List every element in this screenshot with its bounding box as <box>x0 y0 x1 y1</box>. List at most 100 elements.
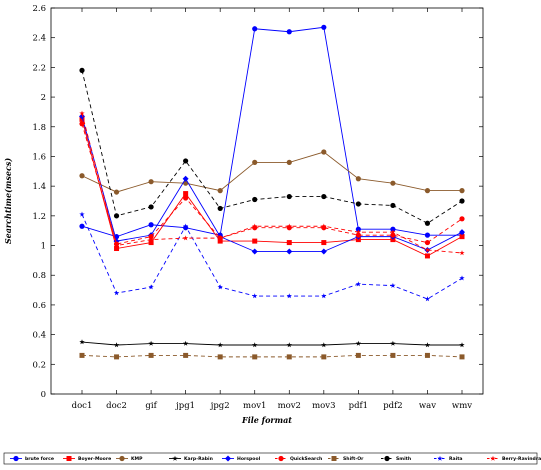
y-tick-label: 2.6 <box>32 4 46 14</box>
x-tick-label: pdf2 <box>383 401 402 411</box>
data-point-smith <box>390 202 396 209</box>
data-point-smith <box>252 196 258 203</box>
data-point-boyer-moore <box>459 234 465 240</box>
data-point-quicksearch <box>390 232 396 238</box>
data-point-berry-ravindran <box>424 247 431 253</box>
data-point-raita <box>252 293 258 299</box>
legend-swatch-marker <box>13 455 19 462</box>
data-point-karp-rabin <box>390 340 396 346</box>
series-raita <box>79 211 465 302</box>
data-point-quicksearch <box>148 234 154 240</box>
data-point-shift-or <box>114 354 120 360</box>
y-tick-label: 0.2 <box>32 360 46 370</box>
data-point-shift-or <box>355 352 361 358</box>
x-tick-label: doc2 <box>106 401 127 411</box>
x-tick-label: pdf1 <box>349 401 368 411</box>
y-axis-ticks: 0 0.2 0.4 0.6 0.8 1 1.2 1.4 1.6 1.8 2 2.2 2.4 2.6 <box>32 4 483 400</box>
data-point-kmp <box>79 173 85 179</box>
y-tick-label: 0.4 <box>32 331 46 341</box>
x-tick-label: mov1 <box>243 401 266 411</box>
series-brute-force <box>79 24 465 240</box>
data-point-shift-or <box>252 354 258 360</box>
data-point-berry-ravindran <box>321 223 327 229</box>
data-point-shift-or <box>79 352 85 358</box>
data-point-quicksearch <box>79 121 85 127</box>
data-point-raita <box>321 293 327 299</box>
legend-label: Raita <box>449 456 463 462</box>
y-axis-label: Searchtime(msecs) <box>3 158 13 244</box>
legend-label: Horspool <box>237 456 261 462</box>
data-point-smith <box>286 193 292 200</box>
y-tick-label: 1.6 <box>32 152 46 162</box>
legend-swatch-marker <box>172 455 178 461</box>
data-point-quicksearch <box>183 195 189 201</box>
y-tick-label: 0.6 <box>32 301 46 311</box>
legend-label: KMP <box>131 456 143 462</box>
data-point-quicksearch <box>459 216 465 222</box>
data-point-shift-or <box>148 352 154 358</box>
data-point-shift-or <box>217 354 223 360</box>
data-point-brute-force <box>148 222 154 228</box>
data-point-horspool <box>79 113 85 120</box>
data-point-quicksearch <box>424 239 431 246</box>
series-layer <box>79 24 465 360</box>
series-line-shift-or <box>81 354 463 358</box>
plot-frame <box>50 7 484 395</box>
legend-item-kmp: KMP <box>116 455 143 462</box>
data-point-raita <box>79 211 85 217</box>
legend-swatch-marker <box>225 455 231 462</box>
data-point-kmp <box>355 176 361 182</box>
data-point-shift-or <box>424 352 430 358</box>
legend-label: Karp-Rabin <box>184 456 213 462</box>
x-tick-label: jpg2 <box>210 401 230 411</box>
data-point-berry-ravindran <box>355 229 362 235</box>
x-tick-label: mov2 <box>278 401 301 411</box>
data-point-horspool <box>182 175 189 182</box>
data-point-smith <box>321 193 327 200</box>
x-tick-label: doc1 <box>72 401 93 411</box>
y-tick-label: 2.2 <box>32 63 46 73</box>
y-tick-label: 1.4 <box>32 182 46 192</box>
data-point-karp-rabin <box>113 342 120 348</box>
series-line-raita <box>81 214 463 300</box>
data-point-smith <box>79 67 85 73</box>
data-point-shift-or <box>390 352 396 358</box>
x-axis-label: File format <box>241 415 292 425</box>
x-axis-ticks: doc1 doc2 gif jpg1 jpg2 mov1 mov2 mov3 pdf1 pdf2 w… <box>72 8 472 411</box>
x-tick-label: wmv <box>452 401 472 411</box>
series-line-brute-force <box>81 26 462 238</box>
legend-label: Berry-Ravindran <box>502 456 541 462</box>
data-point-horspool <box>286 248 293 255</box>
legend-label: Shift-Or <box>343 456 364 462</box>
y-tick-label: 2.4 <box>32 34 46 44</box>
series-line-boyer-moore <box>81 119 463 257</box>
data-point-berry-ravindran <box>252 223 258 229</box>
legend-item-brute-force: brute force <box>10 455 54 462</box>
data-point-karp-rabin <box>459 342 465 348</box>
data-point-kmp <box>113 189 120 195</box>
data-point-shift-or <box>321 354 327 360</box>
series-line-berry-ravindran <box>81 113 463 254</box>
data-point-boyer-moore <box>114 246 120 252</box>
data-point-boyer-moore <box>252 238 258 244</box>
data-point-berry-ravindran <box>113 242 120 248</box>
legend-swatch-marker <box>331 456 337 461</box>
data-point-smith <box>183 158 189 164</box>
data-point-horspool <box>251 248 258 255</box>
data-point-smith <box>148 204 154 210</box>
data-point-smith <box>113 213 120 219</box>
legend-item-raita: Raita <box>434 455 463 462</box>
data-point-horspool <box>320 248 327 255</box>
data-point-kmp <box>459 188 465 194</box>
data-point-brute-force <box>424 232 431 238</box>
data-point-raita <box>148 284 154 290</box>
data-point-shift-or <box>459 354 465 360</box>
y-tick-label: 1 <box>41 242 46 252</box>
data-point-brute-force <box>252 26 258 32</box>
legend-item-horspool: Horspool <box>222 455 261 462</box>
legend-swatch-marker <box>119 455 125 462</box>
data-point-kmp <box>148 179 154 185</box>
data-point-karp-rabin <box>424 342 431 348</box>
data-point-kmp <box>252 159 258 165</box>
